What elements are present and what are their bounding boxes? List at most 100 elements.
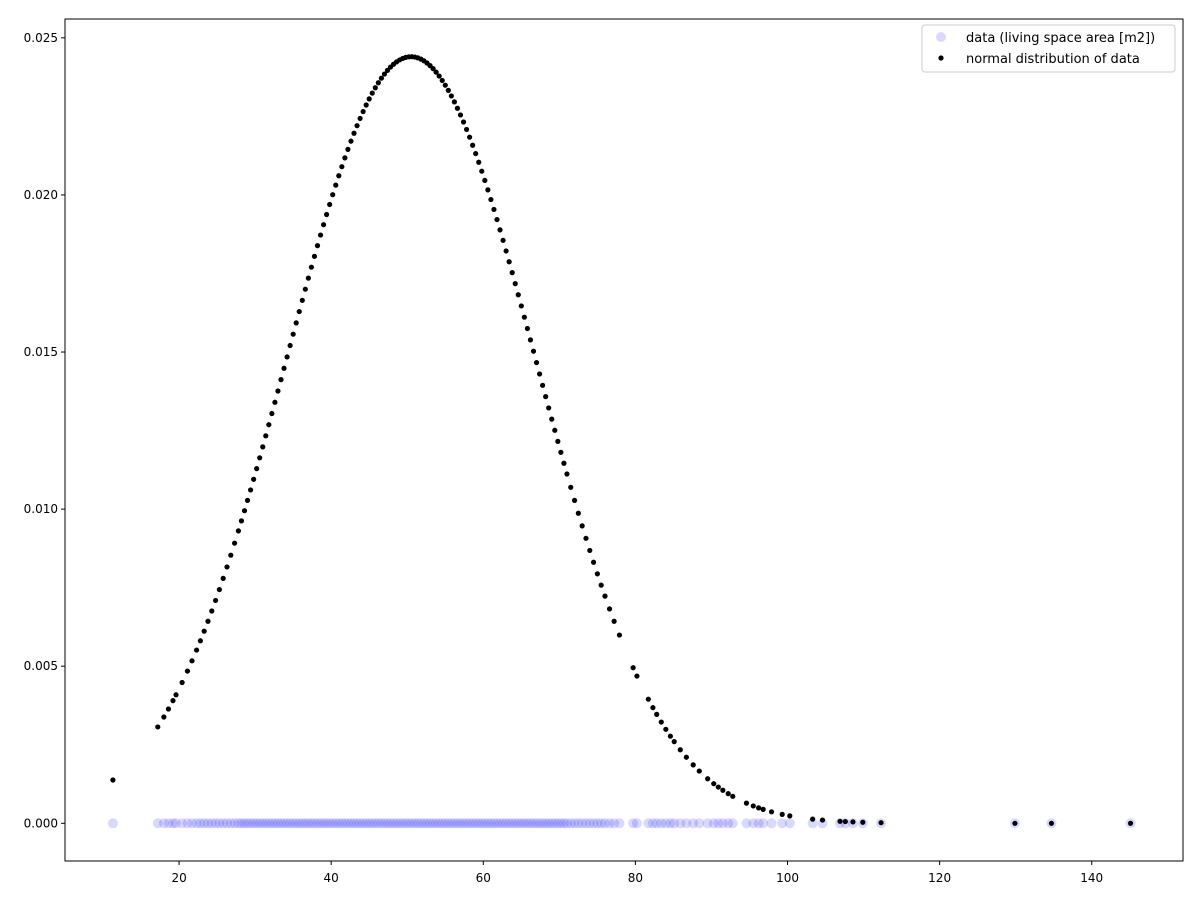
data-point	[723, 818, 734, 829]
normal-pdf-point	[320, 222, 327, 228]
data-point	[534, 818, 545, 829]
data-point	[467, 818, 478, 829]
normal-pdf-point	[512, 281, 518, 287]
data-point	[263, 818, 274, 829]
normal-pdf-point	[1048, 820, 1055, 826]
normal-pdf-point	[711, 781, 717, 787]
normal-pdf-point	[555, 438, 561, 444]
data-point	[516, 818, 527, 829]
x-tick-label: 140	[1080, 871, 1103, 885]
normal-pdf-point	[1012, 820, 1018, 826]
normal-pdf-point	[381, 71, 388, 77]
legend-box	[921, 24, 1176, 73]
legend-label-data: data (living space area [m2])	[966, 31, 1155, 46]
data-point	[406, 818, 417, 829]
data-point	[669, 818, 680, 829]
data-point	[163, 818, 174, 829]
normal-pdf-point	[201, 628, 207, 634]
data-point	[470, 818, 481, 829]
data-point	[753, 818, 764, 829]
normal-pdf-point	[284, 354, 290, 360]
data-point	[177, 818, 188, 829]
normal-pdf-point	[561, 460, 567, 466]
data-point	[285, 818, 296, 829]
data-point	[455, 818, 466, 829]
normal-pdf-point	[715, 784, 721, 790]
data-point	[504, 818, 515, 829]
data-point	[609, 818, 620, 829]
normal-pdf-point	[216, 586, 222, 593]
data-point	[279, 818, 290, 829]
data-point	[651, 818, 662, 829]
normal-pdf-point	[606, 606, 613, 612]
normal-pdf-point	[302, 286, 308, 292]
normal-pdf-point	[530, 348, 537, 354]
normal-pdf-point	[369, 90, 375, 96]
data-point	[195, 818, 206, 829]
normal-pdf-point	[235, 528, 242, 534]
normal-pdf-point	[583, 535, 589, 541]
normal-pdf-point	[170, 698, 176, 704]
data-point	[777, 818, 788, 829]
data-point	[397, 818, 408, 829]
normal-pdf-point	[317, 232, 324, 238]
normal-pdf-point	[690, 762, 696, 768]
normal-pdf-point	[339, 164, 345, 170]
normal-pdf-point	[546, 405, 552, 411]
normal-pdf-point	[184, 668, 191, 674]
data-point	[330, 818, 341, 829]
normal-pdf-point	[616, 632, 623, 638]
data-point	[428, 818, 439, 829]
data-point	[167, 818, 178, 829]
data-point	[425, 818, 436, 829]
normal-pdf-point	[209, 608, 215, 614]
data-point	[388, 818, 399, 829]
x-tick-label: 80	[628, 871, 643, 885]
normal-pdf-point	[357, 115, 363, 122]
normal-pdf-point	[630, 665, 636, 671]
data-point	[327, 818, 338, 829]
data-point	[221, 818, 232, 829]
data-point	[708, 818, 719, 829]
normal-pdf-point	[445, 87, 451, 93]
data-point	[628, 818, 639, 829]
data-point	[361, 818, 372, 829]
data-point	[552, 818, 563, 829]
normal-pdf-point	[257, 455, 263, 461]
normal-pdf-point	[842, 818, 848, 825]
normal-pdf-point	[348, 138, 354, 144]
normal-pdf-point	[819, 817, 826, 823]
data-point	[229, 818, 240, 829]
normal-pdf-point	[743, 800, 750, 806]
data-point	[236, 818, 247, 829]
normal-pdf-point	[197, 638, 203, 644]
data-point	[312, 818, 323, 829]
data-point	[758, 818, 769, 829]
data-point	[315, 818, 326, 829]
normal-pdf-point	[220, 575, 226, 581]
data-point	[694, 818, 705, 829]
normal-pdf-point	[228, 552, 234, 558]
y-tick-label: 0.015	[24, 345, 58, 359]
data-point	[300, 818, 311, 829]
data-point	[807, 818, 818, 829]
data-point	[422, 818, 433, 829]
data-point	[766, 818, 777, 829]
data-point	[543, 818, 554, 829]
data-point	[266, 818, 277, 829]
normal-pdf-point	[247, 487, 254, 493]
normal-pdf-point	[558, 449, 564, 455]
data-point	[152, 818, 163, 829]
normal-pdf-point	[238, 518, 245, 524]
data-point	[248, 818, 259, 829]
x-tick-label: 60	[476, 871, 491, 885]
data-point	[288, 818, 299, 829]
data-point	[233, 818, 244, 829]
data-point	[440, 818, 451, 829]
normal-pdf-point	[760, 806, 766, 812]
data-point	[713, 818, 724, 829]
normal-pdf-point	[193, 647, 200, 653]
normal-pdf-point	[720, 787, 726, 793]
